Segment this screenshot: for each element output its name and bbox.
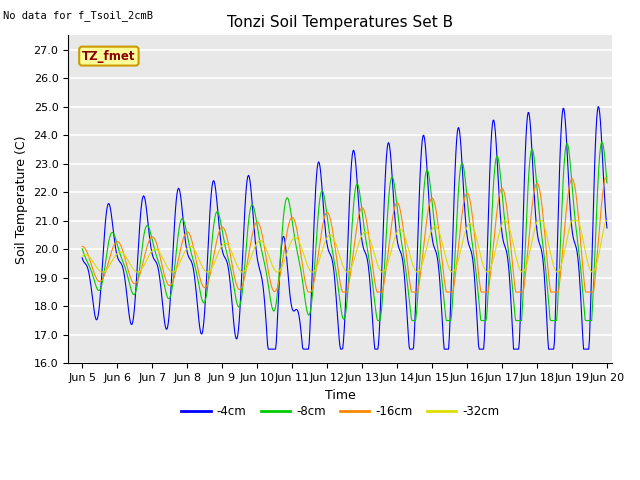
-16cm xyxy=(305,289,312,295)
-16cm xyxy=(223,233,230,239)
-8cm xyxy=(598,139,605,145)
X-axis label: Time: Time xyxy=(325,389,356,402)
-16cm xyxy=(602,175,609,181)
-8cm xyxy=(195,282,203,288)
-32cm xyxy=(78,253,86,259)
-16cm xyxy=(78,243,86,249)
Line: -4cm: -4cm xyxy=(82,107,607,349)
Y-axis label: Soil Temperature (C): Soil Temperature (C) xyxy=(15,135,28,264)
-8cm xyxy=(374,318,381,324)
-4cm xyxy=(595,104,602,109)
Title: Tonzi Soil Temperatures Set B: Tonzi Soil Temperatures Set B xyxy=(227,15,453,30)
-16cm xyxy=(142,249,150,254)
-4cm xyxy=(223,258,230,264)
-32cm xyxy=(501,218,509,224)
-4cm xyxy=(78,255,86,261)
-16cm xyxy=(409,289,417,295)
-32cm xyxy=(196,258,204,264)
-4cm xyxy=(195,318,203,324)
-4cm xyxy=(142,200,150,206)
Text: No data for f_Tsoil_2cmB: No data for f_Tsoil_2cmB xyxy=(3,10,153,21)
Line: -32cm: -32cm xyxy=(82,221,607,272)
-16cm xyxy=(195,271,203,276)
-4cm xyxy=(424,184,432,190)
-8cm xyxy=(88,269,95,275)
-32cm xyxy=(143,258,150,264)
-4cm xyxy=(264,346,272,352)
-8cm xyxy=(223,250,230,255)
-16cm xyxy=(424,207,432,213)
-16cm xyxy=(88,263,95,268)
Line: -16cm: -16cm xyxy=(82,178,607,292)
-32cm xyxy=(223,241,231,247)
Line: -8cm: -8cm xyxy=(82,142,607,321)
-8cm xyxy=(409,318,417,324)
-16cm xyxy=(603,175,611,181)
-32cm xyxy=(603,218,611,224)
-8cm xyxy=(603,180,611,186)
Legend: -4cm, -8cm, -16cm, -32cm: -4cm, -8cm, -16cm, -32cm xyxy=(177,401,504,423)
-8cm xyxy=(424,169,432,175)
-4cm xyxy=(88,288,95,294)
-32cm xyxy=(424,239,432,245)
-8cm xyxy=(142,225,150,230)
-4cm xyxy=(409,346,417,352)
-8cm xyxy=(78,246,86,252)
-32cm xyxy=(88,257,95,263)
-4cm xyxy=(603,225,611,231)
Text: TZ_fmet: TZ_fmet xyxy=(82,49,136,62)
-32cm xyxy=(99,269,106,275)
-32cm xyxy=(409,262,417,268)
